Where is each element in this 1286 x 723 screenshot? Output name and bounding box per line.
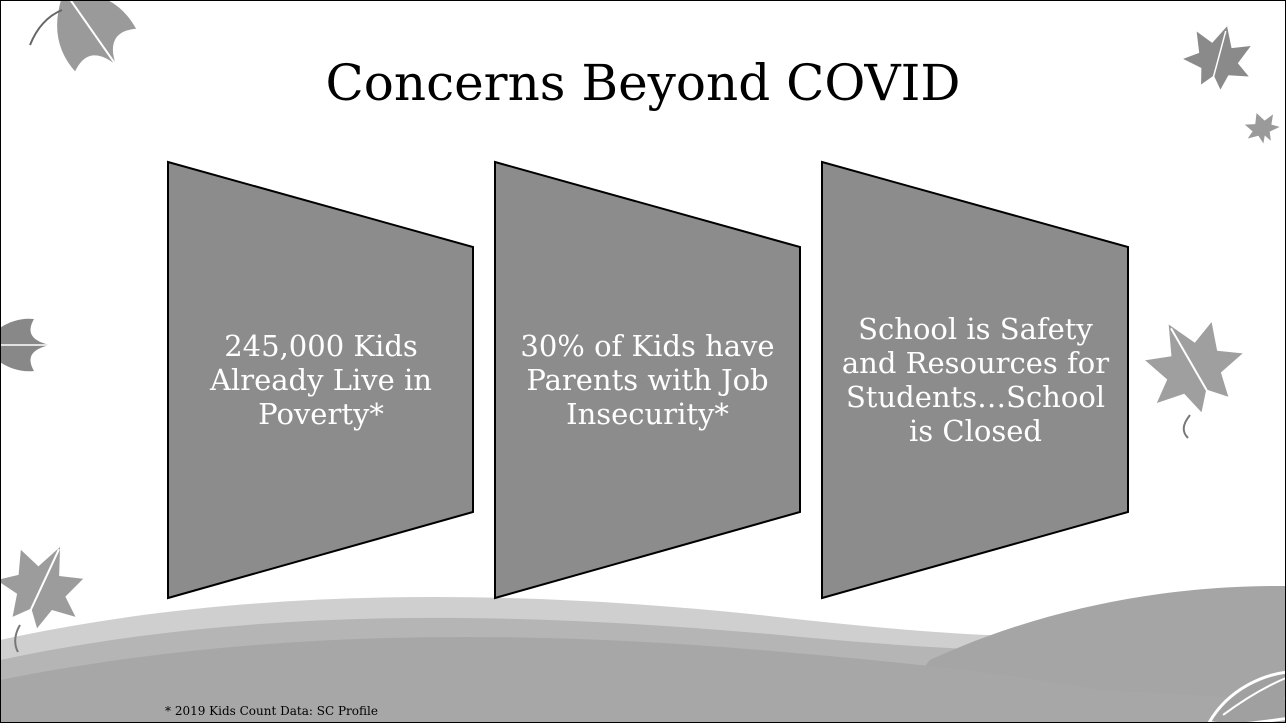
- card-text-poverty: 245,000 Kids Already Live in Poverty*: [210, 328, 432, 432]
- leaf-stem-icon: [14, 624, 21, 653]
- card-shape-1: [167, 160, 474, 600]
- slide-title: Concerns Beyond COVID: [325, 54, 961, 112]
- leaf-icon: [55, 0, 140, 75]
- card-text-school-closed: School is Safety and Resources for Stude…: [841, 311, 1110, 449]
- footnote-source: * 2019 Kids Count Data: SC Profile: [165, 704, 378, 718]
- card-text-job-insecurity: 30% of Kids have Parents with Job Insecu…: [520, 328, 775, 432]
- leaf-icon: [1206, 670, 1286, 723]
- leaf-icon: [1244, 112, 1280, 144]
- card-shape-3: [821, 160, 1129, 600]
- leaf-icon: [1140, 317, 1248, 423]
- leaf-icon: [0, 542, 88, 633]
- leaf-stem-icon: [1182, 414, 1191, 439]
- wave-dark: [0, 636, 1286, 723]
- leaf-icon: [0, 318, 50, 372]
- leaf-icon: [1183, 26, 1251, 94]
- leaf-stem-icon: [29, 9, 63, 46]
- card-shape-2: [494, 160, 801, 600]
